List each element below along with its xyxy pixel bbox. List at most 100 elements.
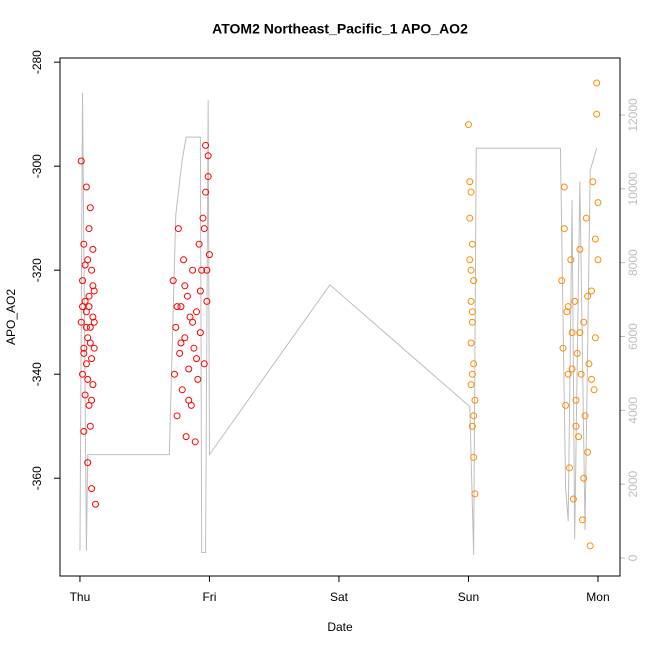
chart-title: ATOM2 Northeast_Pacific_1 APO_AO2 [212,21,468,37]
data-point [560,225,568,233]
data-point [200,360,208,368]
data-point [467,339,475,347]
data-point [205,251,213,259]
data-point [173,303,181,311]
data-point [564,370,572,378]
data-point [86,422,94,430]
data-point [589,178,597,186]
data-point [204,173,212,181]
data-point [594,199,602,207]
data-point [470,277,478,285]
data-point [569,495,577,503]
data-point [467,381,475,389]
data-point [88,396,96,404]
data-point [580,318,588,326]
data-point [466,178,474,186]
data-point [468,240,476,248]
data-point [199,214,207,222]
data-point [176,349,184,357]
data-point [80,240,88,248]
data-point [573,349,581,357]
x-axis-label: Date [327,620,353,634]
data-point [90,344,98,352]
y2-tick-label: 10000 [626,172,640,206]
data-point [82,183,90,191]
data-point [468,308,476,316]
data-point [173,412,181,420]
x-tick-label: Sun [458,590,479,604]
data-point [584,448,592,456]
y-axis-label: APO_AO2 [4,289,18,345]
data-point [466,214,474,222]
data-point [185,365,193,373]
data-point [86,323,94,331]
data-point [195,240,203,248]
data-point [564,303,572,311]
data-point [91,500,99,508]
data-point [84,375,92,383]
y-tick-label: -360 [30,466,44,490]
data-point [185,396,193,404]
data-point [196,287,204,295]
data-point [568,329,576,337]
data-point [204,152,212,160]
data-point [191,438,199,446]
data-point [572,396,580,404]
data-point [178,386,186,394]
data-point [86,339,94,347]
data-point [85,303,93,311]
data-point [568,365,576,373]
data-point [189,266,197,274]
data-point [470,412,478,420]
data-point [79,277,87,285]
data-point [77,318,85,326]
data-point [89,282,97,290]
data-point [571,297,579,305]
data-point [588,375,596,383]
data-point [181,282,189,290]
data-point [470,453,478,461]
data-point [81,391,89,399]
data-point [593,110,601,118]
plot-frame [59,57,621,577]
data-point [89,313,97,321]
data-point [181,334,189,342]
data-point [565,464,573,472]
data-point [183,292,191,300]
data-point [180,256,188,264]
data-point [582,214,590,222]
data-point [580,474,588,482]
data-point [467,266,475,274]
data-point [468,422,476,430]
data-point [174,225,182,233]
data-point [81,261,89,269]
data-point [468,318,476,326]
data-point [190,344,198,352]
data-point [82,323,90,331]
y-tick-label: -340 [30,362,44,386]
data-point [560,183,568,191]
data-point [177,339,185,347]
data-point [88,485,96,493]
data-point [585,360,593,368]
data-point [584,292,592,300]
data-point [591,334,599,342]
data-point [182,433,190,441]
y2-tick-label: 6000 [626,323,640,350]
data-point [80,427,88,435]
y-tick-label: -320 [30,258,44,282]
data-point [567,256,575,264]
y2-tick-label: 12000 [626,98,640,132]
data-point [80,349,88,357]
data-point [468,370,476,378]
data-point [466,256,474,264]
data-point [575,433,583,441]
data-point [563,308,571,316]
data-point [577,370,585,378]
data-point [170,370,178,378]
data-point [196,329,204,337]
y2-tick-label: 8000 [626,249,640,276]
data-point [85,292,93,300]
